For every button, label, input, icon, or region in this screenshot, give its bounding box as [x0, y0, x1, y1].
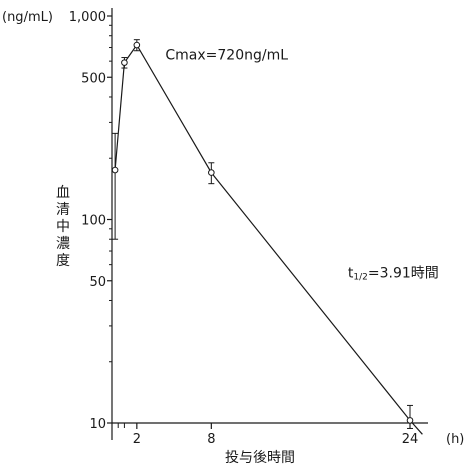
y-axis-label-char: 血: [56, 185, 70, 201]
data-point: [208, 169, 215, 176]
y-unit-label: (ng/mL): [2, 10, 53, 25]
x-ticks: 2 8 24: [117, 423, 419, 447]
y-tick-label: 1,000: [69, 10, 106, 25]
y-tick-label: 50: [89, 275, 106, 290]
cmax-annotation: Cmax=720ng/mL: [165, 48, 288, 64]
y-tick-label: 500: [81, 71, 106, 86]
y-axis-label-char: 中: [56, 219, 70, 235]
x-tick-label: 24: [402, 432, 419, 447]
y-ticks: 10 50 100 500 1,000: [69, 10, 112, 432]
half-life-subscript: 1/2: [353, 272, 367, 282]
x-unit-label: (h): [446, 432, 464, 447]
y-tick-label: 10: [89, 417, 106, 432]
x-axis-label: 投与後時間: [225, 450, 295, 466]
y-tick-label: 100: [81, 214, 106, 229]
y-axis-label-char: 度: [56, 253, 70, 269]
concentration-line: [114, 43, 423, 435]
data-point: [111, 166, 119, 174]
half-life-t: t: [348, 265, 354, 281]
x-tick-label: 2: [133, 432, 141, 447]
data-point: [406, 417, 414, 424]
data-point: [133, 41, 141, 49]
half-life-value: =3.91時間: [368, 265, 439, 281]
y-axis-label-char: 清: [56, 202, 70, 218]
x-tick-label: 8: [207, 432, 215, 447]
error-bars: [112, 39, 413, 429]
half-life-annotation: t1/2=3.91時間: [348, 265, 439, 282]
y-axis-label-char: 濃: [56, 236, 70, 252]
data-points: [111, 41, 414, 424]
data-point: [121, 59, 128, 66]
